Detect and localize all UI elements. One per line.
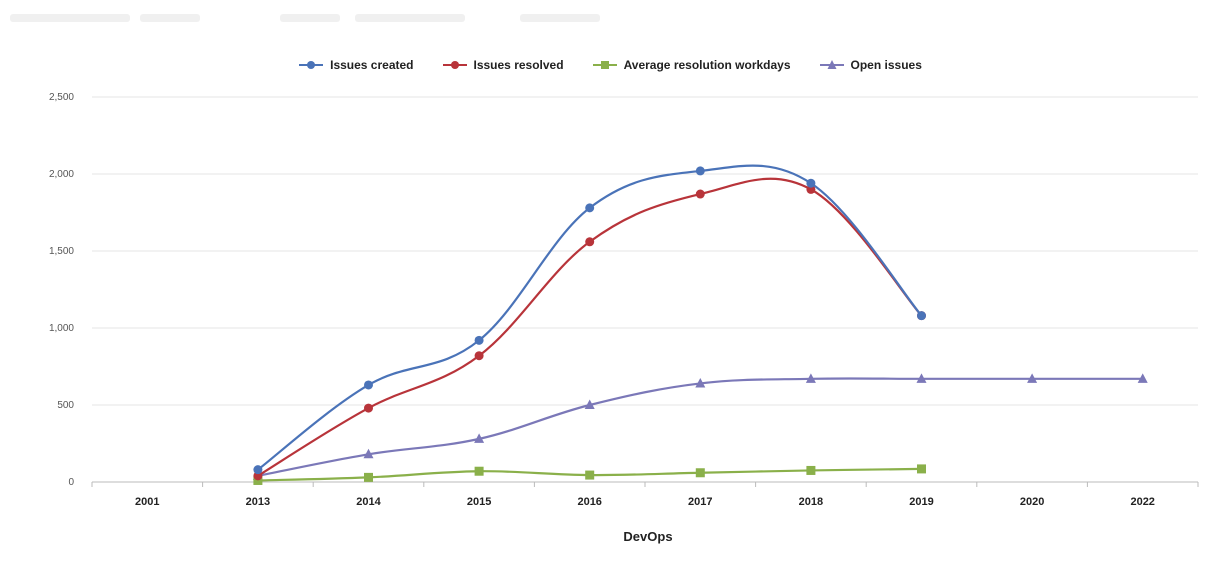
x-tick-label: 2014 [356, 496, 381, 508]
data-point [584, 399, 595, 409]
legend-item[interactable]: Open issues [819, 58, 922, 72]
x-tick-label: 2016 [577, 496, 601, 508]
data-point [1027, 373, 1038, 383]
data-point [363, 448, 374, 459]
x-tick-label: 2013 [246, 496, 270, 508]
y-tick-label: 1,000 [49, 323, 74, 334]
data-point [917, 311, 926, 321]
header-placeholder [10, 14, 130, 22]
legend-label: Open issues [850, 58, 922, 72]
legend-label: Issues created [330, 58, 414, 72]
data-point [585, 203, 595, 213]
data-point [1137, 373, 1148, 383]
chart-legend: Issues created Issues resolved Average res… [0, 58, 1220, 72]
data-point [806, 184, 816, 194]
data-point [474, 466, 484, 476]
data-point [253, 475, 263, 485]
data-point [585, 237, 595, 247]
x-tick-label: 2017 [688, 496, 712, 508]
series-issues-resolved [253, 177, 926, 481]
data-point [364, 403, 373, 413]
header-placeholder [355, 14, 465, 22]
x-tick-label: 2019 [909, 496, 933, 508]
x-axis-title: DevOps [623, 529, 672, 544]
page-header [0, 0, 1220, 40]
legend-item[interactable]: Average resolution workdays [592, 58, 791, 72]
data-point [364, 472, 373, 482]
data-point [805, 373, 816, 383]
x-axis: 2001 2013 2014 2015 2016 2017 2018 2019 2020 2022 [91, 482, 1199, 508]
chart-grid [92, 96, 1198, 483]
chart-series [252, 164, 1148, 485]
legend-swatch-icon [442, 61, 467, 69]
x-tick-label: 2022 [1130, 496, 1154, 508]
series-line [257, 377, 1143, 477]
x-tick-label: 2001 [135, 496, 159, 508]
legend-item[interactable]: Issues resolved [442, 58, 564, 72]
data-point [364, 380, 373, 390]
y-tick-label: 500 [57, 400, 74, 411]
x-tick-label: 2020 [1020, 496, 1044, 508]
data-point [695, 468, 705, 478]
legend-swatch-icon [299, 61, 324, 69]
x-tick-label: 2015 [467, 496, 491, 508]
data-point [474, 335, 484, 345]
y-tick-label: 2,500 [49, 92, 74, 103]
y-axis: 0 500 1,000 1,500 2,000 2,500 [49, 92, 74, 488]
data-point [474, 351, 484, 361]
legend-swatch-icon [592, 61, 617, 69]
data-point [917, 464, 926, 474]
data-point [806, 465, 816, 475]
series-average-resolution-workdays [253, 464, 926, 485]
legend-swatch-icon [819, 60, 844, 69]
series-line [257, 177, 923, 477]
y-tick-label: 2,000 [49, 169, 74, 180]
series-issues-created [253, 164, 926, 475]
data-point [916, 373, 927, 383]
data-point [695, 189, 705, 199]
header-placeholder [520, 14, 600, 22]
y-tick-label: 0 [68, 477, 74, 488]
legend-label: Issues resolved [473, 58, 564, 72]
data-point [806, 178, 816, 188]
data-point [585, 470, 595, 480]
data-point [474, 433, 485, 443]
data-point [253, 471, 263, 481]
header-placeholder [280, 14, 340, 22]
data-point [695, 166, 705, 176]
series-open-issues [252, 373, 1148, 480]
x-tick-label: 2018 [799, 496, 823, 508]
data-point [695, 377, 706, 388]
data-point [253, 465, 263, 475]
legend-label: Average resolution workdays [623, 58, 791, 72]
legend-item[interactable]: Issues created [298, 58, 414, 72]
y-tick-label: 1,500 [49, 246, 74, 257]
header-placeholder [140, 14, 200, 22]
